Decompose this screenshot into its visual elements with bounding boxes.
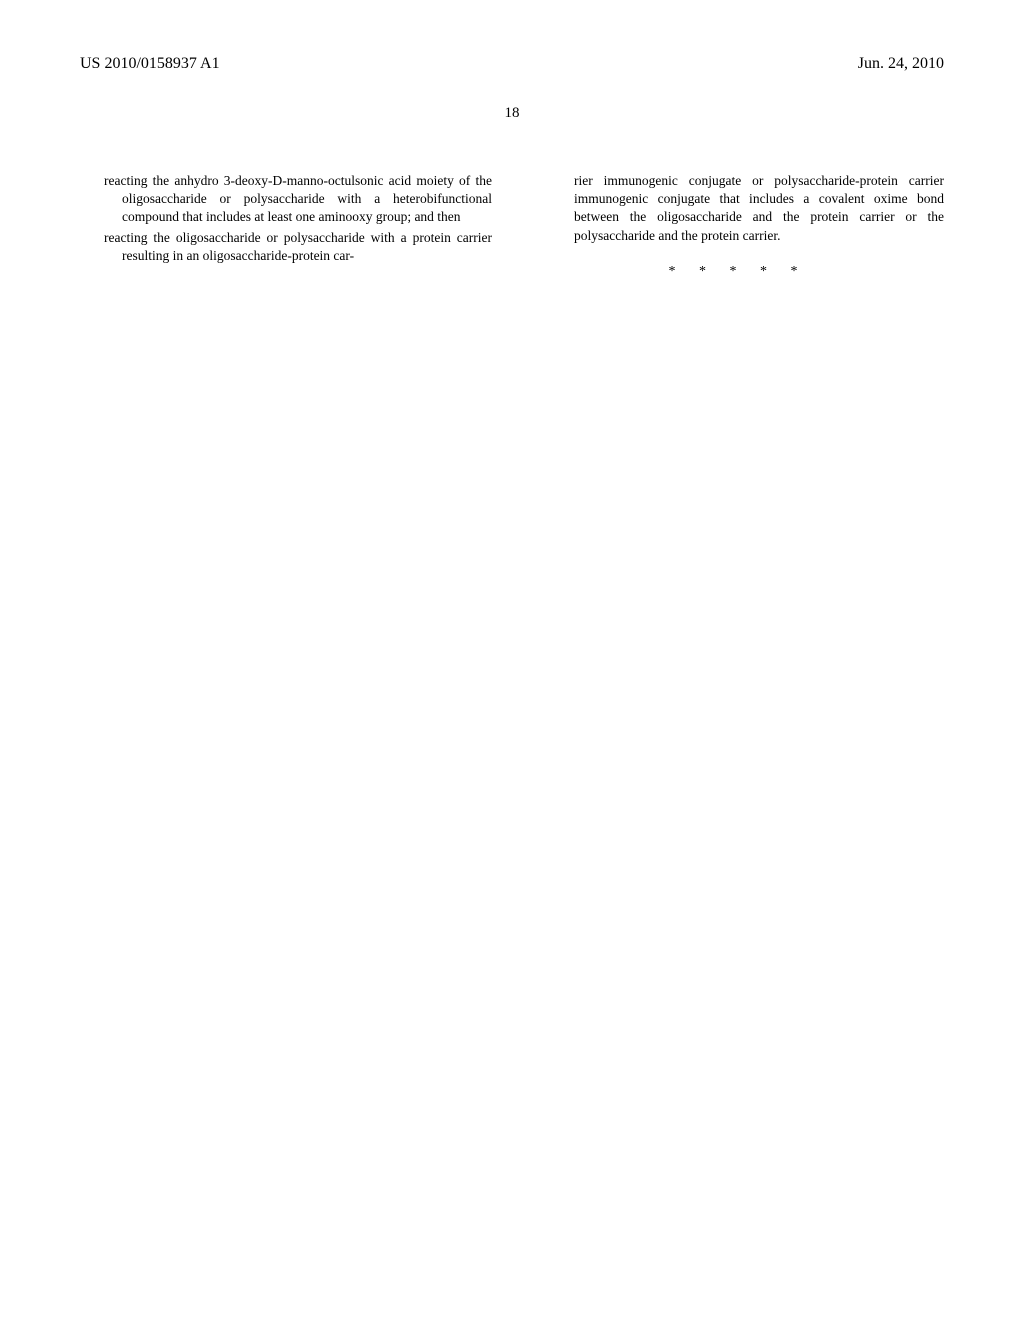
publication-date: Jun. 24, 2010: [858, 55, 944, 73]
claim-paragraph: rier immunogenic conjugate or polysaccha…: [532, 172, 944, 245]
right-column: rier immunogenic conjugate or polysaccha…: [532, 172, 944, 282]
end-marker: * * * * *: [532, 263, 944, 282]
page-number: 18: [505, 105, 520, 122]
left-column: reacting the anhydro 3-deoxy-D-manno-oct…: [80, 172, 492, 282]
page-header: US 2010/0158937 A1 Jun. 24, 2010: [0, 55, 1024, 73]
document-number: US 2010/0158937 A1: [80, 55, 220, 73]
claim-paragraph: reacting the anhydro 3-deoxy-D-manno-oct…: [80, 172, 492, 227]
content-area: reacting the anhydro 3-deoxy-D-manno-oct…: [80, 172, 944, 282]
claim-paragraph: reacting the oligosaccharide or polysacc…: [80, 229, 492, 265]
